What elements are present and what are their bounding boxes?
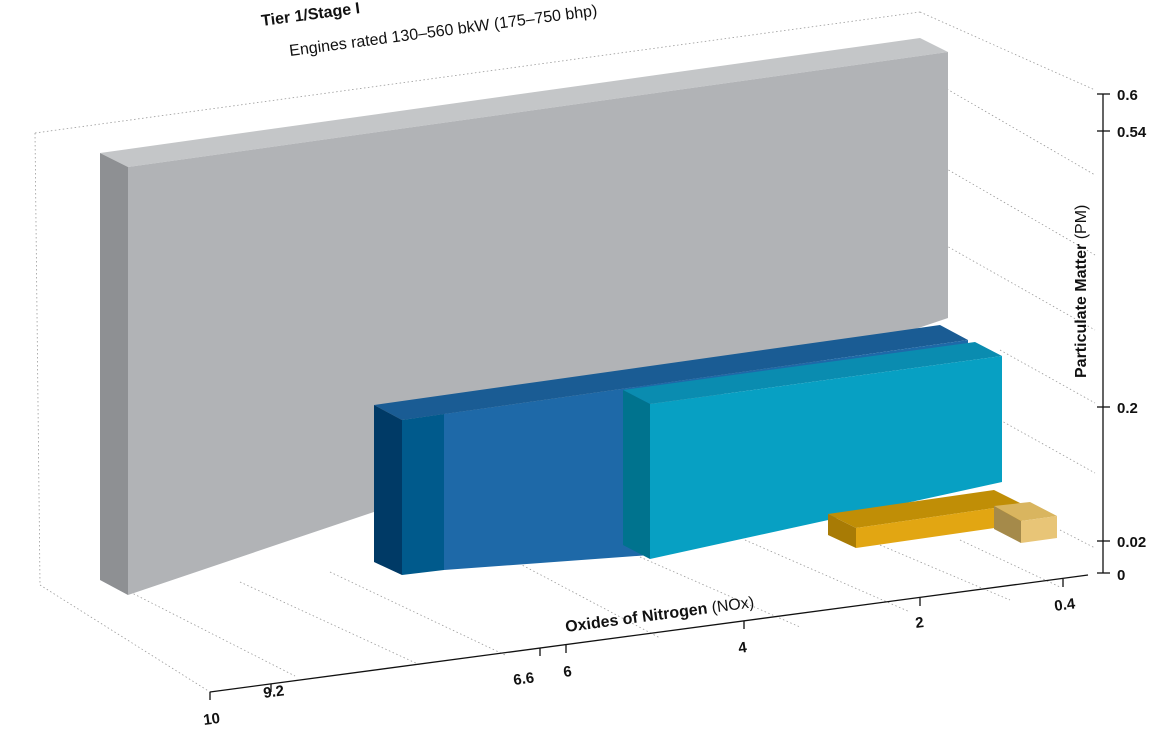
x-tick-label: 4 [737, 639, 748, 657]
y-axis-title: Particulate Matter (PM) [1073, 205, 1090, 378]
bar-dark-blue [374, 325, 968, 575]
x-axis-title-plain: (NOx) [711, 594, 756, 616]
x-tick-label: 6 [562, 663, 572, 681]
bar-cyan [623, 342, 1002, 559]
y-axis-title-bold: Particulate Matter [1073, 244, 1090, 378]
x-tick-labels: 10 9.2 6.6 6 4 2 0.4 [202, 595, 1077, 729]
y-tick-label: 0.2 [1117, 400, 1138, 417]
y-tick-label: 0.54 [1117, 124, 1147, 141]
x-tick-label: 6.6 [512, 669, 535, 689]
x-tick-label: 9.2 [262, 682, 285, 702]
y-tick-labels: 0.6 0.54 0.2 0.02 0 [1117, 87, 1147, 584]
bar-pale-gold [994, 502, 1057, 543]
y-axis [1097, 93, 1110, 574]
x-tick-label: 0.4 [1053, 595, 1077, 615]
bar-tier-gray [100, 38, 948, 595]
y-tick-label: 0.02 [1117, 534, 1146, 551]
x-tick-label: 2 [914, 614, 924, 632]
y-tick-label: 0 [1117, 567, 1125, 584]
y-tick-label: 0.6 [1117, 87, 1138, 104]
x-tick-label: 10 [202, 710, 221, 729]
chart-grid [34, 11, 1096, 693]
x-axis-title: Oxides of Nitrogen (NOx) [564, 594, 755, 636]
x-axis [209, 574, 1089, 700]
y-axis-title-plain: (PM) [1073, 205, 1090, 240]
x-axis-title-bold: Oxides of Nitrogen [564, 600, 708, 636]
bar-orange [828, 490, 1022, 548]
chart-title: Tier 1/Stage I [260, 0, 361, 30]
